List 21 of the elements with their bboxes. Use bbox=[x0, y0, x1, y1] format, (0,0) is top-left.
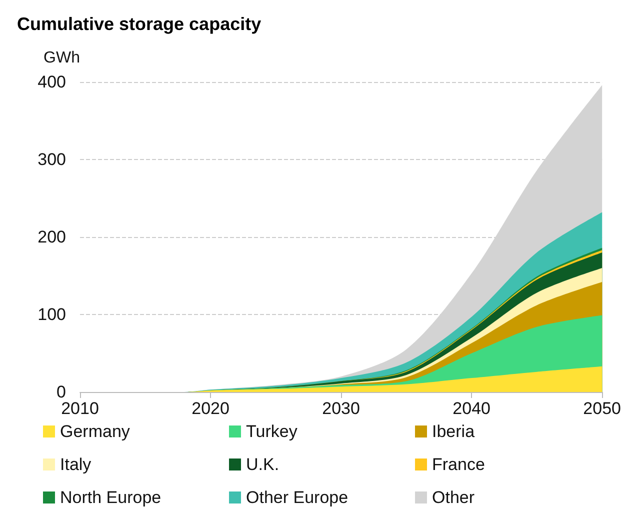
y-tick-label: 300 bbox=[38, 150, 66, 169]
chart-title: Cumulative storage capacity bbox=[17, 14, 262, 34]
x-tick-label: 2040 bbox=[452, 399, 490, 418]
legend-label: Other Europe bbox=[246, 488, 348, 507]
legend-label: Iberia bbox=[432, 422, 476, 441]
legend-label: U.K. bbox=[246, 455, 280, 474]
x-tick-label: 2030 bbox=[322, 399, 360, 418]
y-axis-title: GWh bbox=[44, 50, 80, 66]
y-tick-label: 0 bbox=[56, 382, 66, 402]
legend-label: Italy bbox=[60, 455, 92, 474]
x-tick-label: 2010 bbox=[61, 399, 99, 418]
y-tick-label: 100 bbox=[38, 305, 66, 324]
x-tick-label: 2020 bbox=[192, 399, 230, 418]
legend-label: Germany bbox=[60, 422, 130, 441]
y-tick-label: 200 bbox=[38, 228, 66, 246]
legend-label: North Europe bbox=[60, 488, 162, 507]
legend-label: Turkey bbox=[246, 422, 298, 441]
legend-label: France bbox=[432, 455, 485, 474]
legend-label: Other bbox=[432, 488, 475, 507]
y-tick-label: 400 bbox=[38, 72, 66, 92]
x-tick-label: 2050 bbox=[583, 399, 622, 418]
